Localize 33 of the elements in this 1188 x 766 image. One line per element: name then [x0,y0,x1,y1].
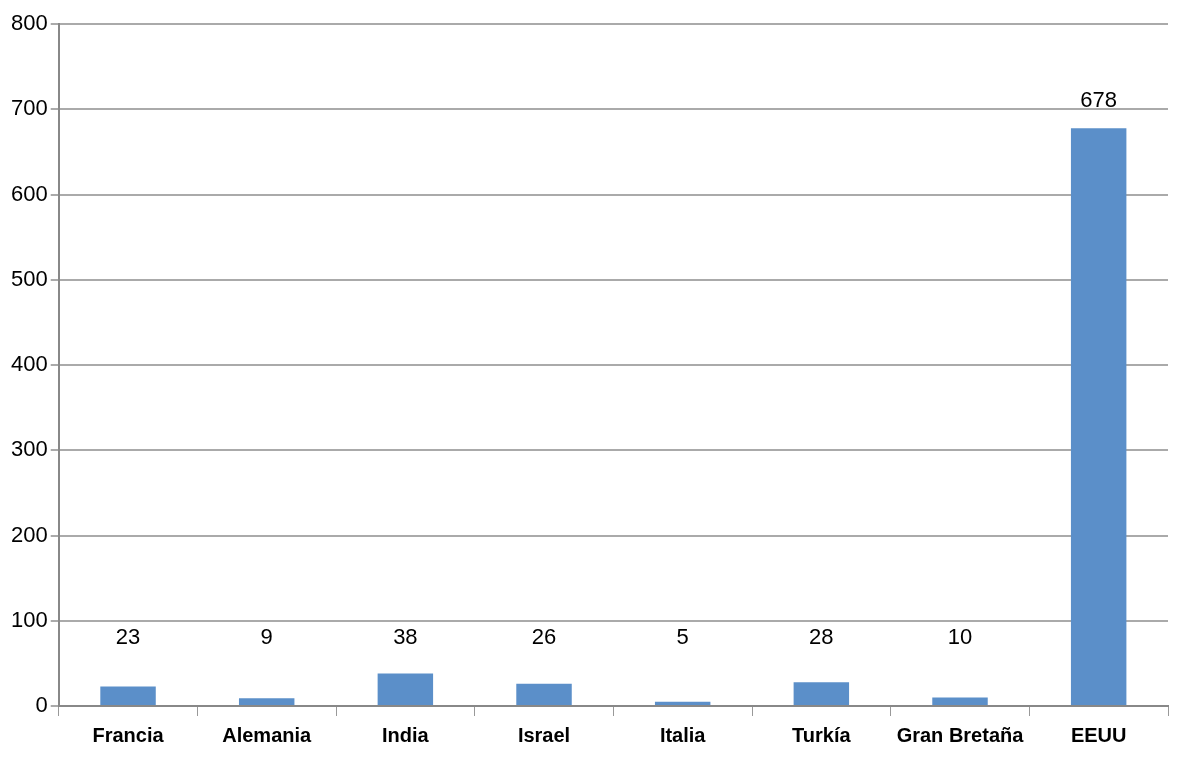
y-tick-label: 400 [10,351,48,377]
x-tick-label: Francia [92,723,165,746]
data-label: 28 [809,624,834,650]
bar [654,701,711,705]
y-tick-label: 700 [10,95,48,121]
bar [793,682,850,705]
bar [238,698,295,705]
bar [100,686,156,705]
y-tick-label: 500 [10,265,48,291]
x-tick-label: EEUU [1070,723,1127,746]
bar [516,683,572,705]
y-tick-label: 800 [10,10,48,36]
x-tick-label: Turkía [792,723,852,746]
data-label: 26 [531,624,557,650]
x-tick-label: Israel [517,723,571,746]
data-label: 678 [1080,87,1118,113]
data-label: 9 [260,624,273,650]
x-tick-label: India [382,723,430,746]
y-tick-label: 600 [10,180,48,206]
x-tick-label: Gran Bretaña [896,723,1025,746]
y-tick-label: 200 [10,521,48,547]
y-tick-label: 300 [10,436,48,462]
data-label: 38 [393,624,418,650]
x-tick-label: Alemania [222,723,313,746]
bar [377,673,434,705]
data-label: 10 [947,624,973,650]
data-label: 23 [115,624,141,650]
data-label: 5 [676,624,689,650]
bar [932,697,988,705]
y-tick-label: 100 [10,606,48,632]
bar [1070,128,1127,705]
x-tick-label: Italia [659,723,707,746]
y-tick-label: 0 [35,692,48,718]
